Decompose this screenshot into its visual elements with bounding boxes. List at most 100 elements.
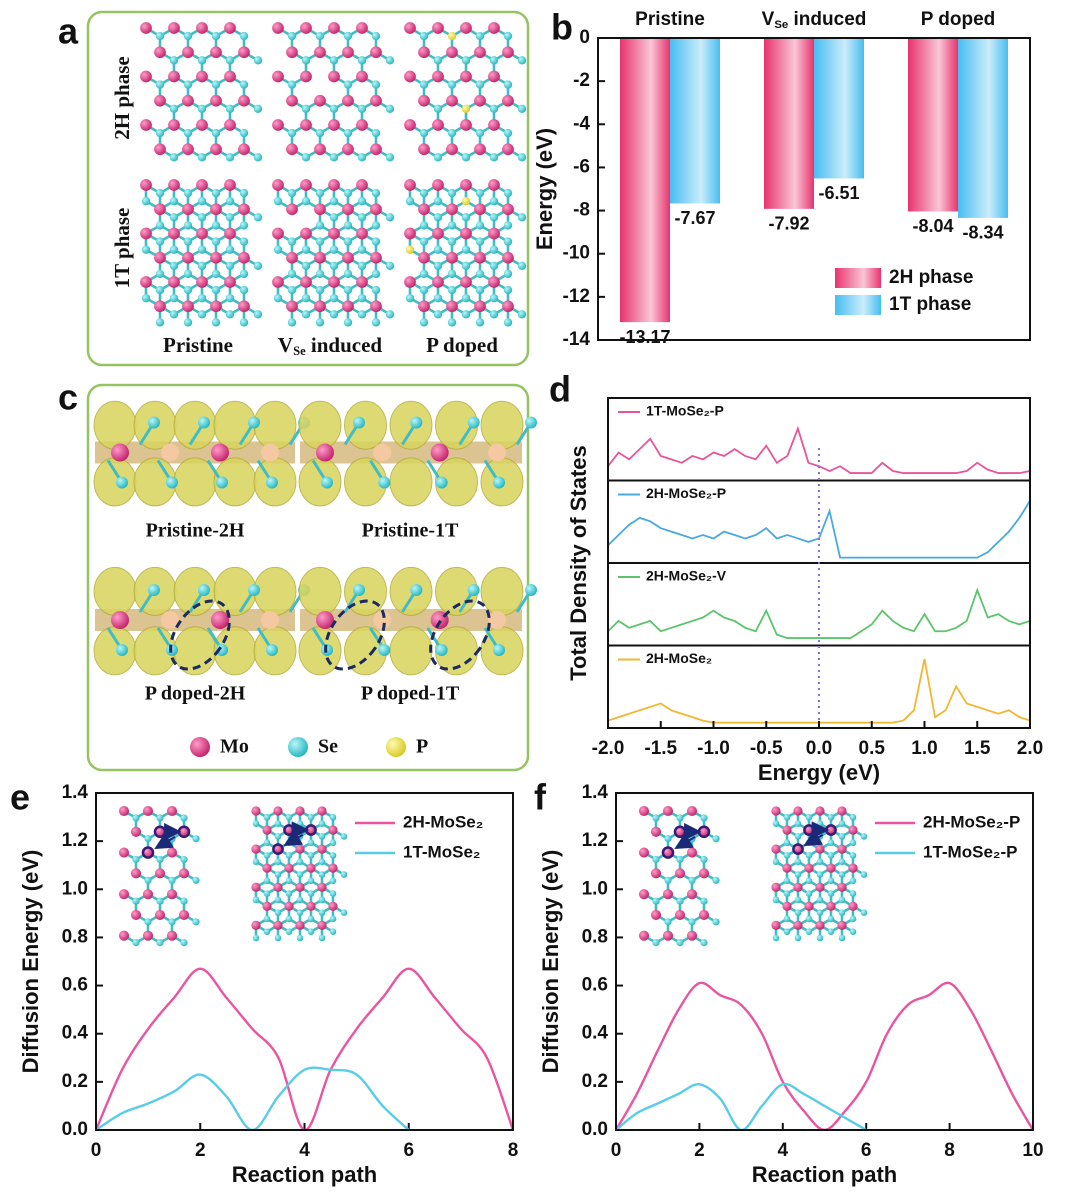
atom [370, 203, 382, 216]
atom [307, 877, 315, 885]
atom [803, 824, 815, 836]
density-lobe [93, 566, 137, 616]
atom [144, 876, 152, 884]
y-axis-label: Diffusion Energy (eV) [538, 850, 563, 1074]
atom [169, 310, 179, 319]
atom [132, 814, 140, 822]
line [96, 1066, 410, 1130]
y-tick-label: -6 [573, 156, 590, 177]
atom [197, 310, 207, 319]
atom [419, 269, 429, 279]
panel-letter: c [58, 377, 78, 418]
atom [357, 213, 367, 222]
atom [329, 852, 337, 859]
atom [224, 70, 236, 83]
atom [371, 285, 381, 295]
atom [502, 143, 514, 156]
atom [460, 276, 472, 288]
column-label: P doped [426, 333, 498, 357]
atom [432, 227, 444, 240]
atom [815, 844, 825, 854]
panel-letter: b [551, 7, 573, 48]
atom [342, 300, 354, 313]
atom [638, 805, 650, 817]
atom [804, 901, 814, 911]
atom [328, 22, 340, 34]
atom [467, 416, 480, 429]
legend-label: 1T phase [889, 294, 971, 315]
atom [156, 897, 164, 905]
atom [295, 920, 305, 930]
atom [273, 293, 283, 303]
atom [342, 143, 354, 156]
atom [340, 871, 348, 878]
atom [197, 196, 207, 206]
atom [517, 104, 527, 114]
atom [356, 70, 368, 83]
atom [356, 22, 368, 34]
atom [318, 934, 326, 942]
lattice [771, 806, 868, 942]
atom [166, 889, 178, 900]
value-label: -7.92 [768, 214, 809, 234]
density-lobe [480, 566, 524, 616]
atom [860, 871, 868, 878]
atom [661, 846, 675, 859]
y-tick-label: 0.0 [62, 1119, 88, 1140]
atom [404, 22, 416, 34]
atom [116, 644, 128, 656]
atom [461, 310, 471, 319]
atom [804, 863, 814, 873]
y-tick-label: 0.4 [62, 1023, 89, 1044]
y-axis-label: Total Density of States [566, 445, 591, 681]
atom [196, 227, 208, 240]
atom [475, 128, 485, 138]
panel-letter: f [534, 777, 547, 818]
atom [849, 814, 857, 821]
atom [371, 318, 381, 327]
atom [447, 318, 457, 327]
atom [385, 104, 395, 114]
atom [771, 806, 781, 816]
atom [489, 196, 499, 206]
caption: Pristine-1T [362, 520, 459, 542]
atom [130, 868, 142, 879]
atom [141, 245, 151, 254]
atom [318, 871, 326, 878]
atom [155, 188, 165, 198]
atom [849, 928, 857, 935]
atom [248, 416, 260, 429]
atom [342, 46, 354, 59]
atom [418, 94, 430, 107]
atom [503, 318, 513, 327]
atom [197, 245, 207, 254]
atom [357, 153, 367, 162]
atom [118, 805, 130, 817]
atom [673, 825, 687, 839]
atom [284, 863, 294, 873]
atom [286, 300, 298, 313]
atom [419, 188, 429, 198]
atom [318, 909, 326, 916]
atom [772, 820, 780, 827]
atom [674, 868, 686, 879]
atom [328, 70, 340, 83]
atom [238, 143, 250, 156]
atom [169, 261, 179, 271]
category-label: VSe induced [762, 9, 867, 31]
atom [433, 56, 443, 65]
atom [329, 877, 337, 885]
atom [266, 476, 278, 489]
atom [686, 889, 698, 900]
atom [792, 843, 804, 855]
atom [435, 644, 448, 656]
atom [211, 80, 221, 89]
atom [263, 852, 271, 859]
atom [446, 203, 458, 216]
atom [253, 56, 263, 65]
atom [357, 245, 367, 254]
atom [329, 213, 339, 222]
atom [239, 285, 249, 295]
value-label: -6.51 [818, 183, 859, 203]
legend-swatch [386, 737, 406, 757]
